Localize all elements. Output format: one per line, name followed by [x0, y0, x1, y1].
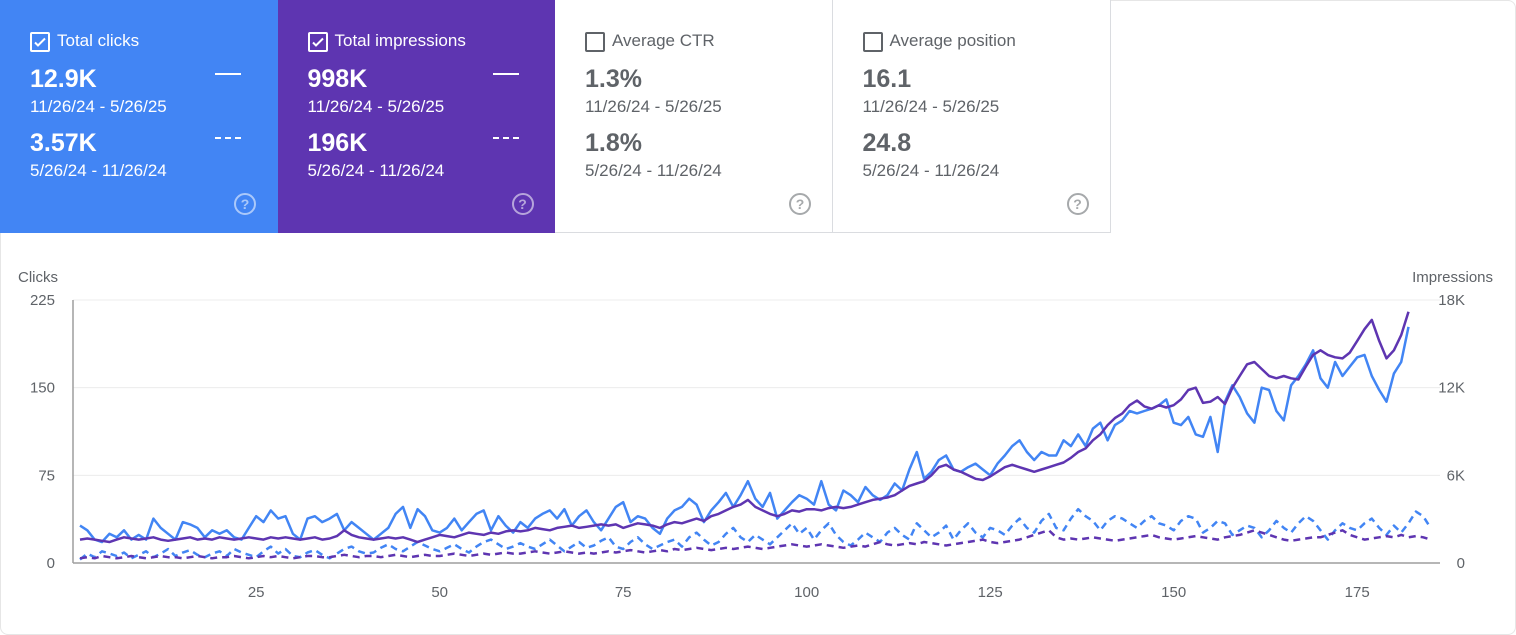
previous-value: 1.8% — [585, 129, 642, 157]
previous-value: 3.57K — [30, 129, 97, 157]
metric-label: Total clicks — [57, 31, 140, 50]
x-tick-label: 25 — [248, 584, 265, 601]
previous-range: 5/26/24 - 11/26/24 — [585, 161, 722, 180]
metric-checkbox[interactable] — [585, 32, 605, 52]
impressions-current-line — [79, 311, 1410, 544]
left-tick-label: 150 — [30, 380, 55, 397]
current-range: 11/26/24 - 5/26/25 — [862, 97, 1000, 116]
right-tick-label: 6K — [1447, 467, 1465, 484]
current-value: 998K — [307, 65, 368, 93]
help-circle-icon[interactable]: ? — [1066, 193, 1089, 215]
current-range: 11/26/24 - 5/26/25 — [585, 97, 722, 116]
metric-checkbox[interactable] — [862, 32, 883, 52]
previous-range: 5/26/24 - 11/26/24 — [862, 161, 1000, 180]
metric-checkbox[interactable] — [307, 32, 328, 52]
x-tick-label: 100 — [794, 584, 819, 601]
dashed-line-legend-icon — [492, 137, 519, 139]
metric-label: Total impressions — [334, 31, 466, 50]
previous-value: 196K — [307, 129, 368, 157]
metric-checkbox[interactable] — [30, 32, 50, 52]
gridlines — [73, 299, 1440, 476]
x-tick-label: 150 — [1161, 584, 1186, 601]
series-lines — [79, 311, 1432, 561]
current-value: 12.9K — [30, 65, 97, 93]
current-value: 1.3% — [585, 65, 642, 93]
x-tick-label: 50 — [431, 584, 448, 601]
left-tick-label: 75 — [38, 467, 55, 484]
x-tick-label: 125 — [978, 584, 1003, 601]
metric-card-total-clicks[interactable]: Total clicks 12.9K 11/26/24 - 5/26/25 3.57K… — [0, 0, 278, 233]
dashed-line-legend-icon — [215, 137, 241, 139]
left-tick-label: 0 — [47, 555, 55, 572]
right-tick-label: 12K — [1438, 380, 1465, 397]
right-tick-label: 0 — [1457, 555, 1465, 572]
left-tick-label: 225 — [30, 292, 55, 309]
previous-value: 24.8 — [862, 129, 912, 157]
help-circle-icon[interactable]: ? — [511, 193, 534, 215]
solid-line-legend-icon — [492, 73, 519, 75]
help-circle-icon[interactable]: ? — [789, 193, 811, 215]
current-value: 16.1 — [862, 65, 912, 93]
right-tick-label: 18K — [1438, 292, 1465, 309]
metric-label: Average position — [889, 31, 1016, 50]
right-axis-title: Impressions — [1412, 269, 1493, 286]
x-tick-label: 75 — [615, 584, 632, 601]
metric-label: Average CTR — [612, 31, 715, 50]
metric-card-total-impressions[interactable]: Total impressions 998K 11/26/24 - 5/26/25 1… — [277, 0, 556, 233]
previous-range: 5/26/24 - 11/26/24 — [30, 161, 167, 180]
current-range: 11/26/24 - 5/26/25 — [307, 97, 445, 116]
clicks-previous-line — [79, 507, 1432, 561]
help-circle-icon[interactable]: ? — [234, 193, 256, 215]
previous-range: 5/26/24 - 11/26/24 — [307, 161, 445, 180]
clicks-current-line — [79, 326, 1410, 544]
left-axis-title: Clicks — [18, 269, 58, 286]
x-tick-label: 175 — [1345, 584, 1370, 601]
metric-card-average-ctr[interactable]: Average CTR 1.3% 11/26/24 - 5/26/25 1.8% 5/2… — [555, 0, 833, 233]
current-range: 11/26/24 - 5/26/25 — [30, 97, 167, 116]
metric-card-average-position[interactable]: Average position 16.1 11/26/24 - 5/26/25 24… — [832, 0, 1111, 233]
impressions-previous-line — [79, 529, 1431, 560]
solid-line-legend-icon — [215, 73, 241, 75]
